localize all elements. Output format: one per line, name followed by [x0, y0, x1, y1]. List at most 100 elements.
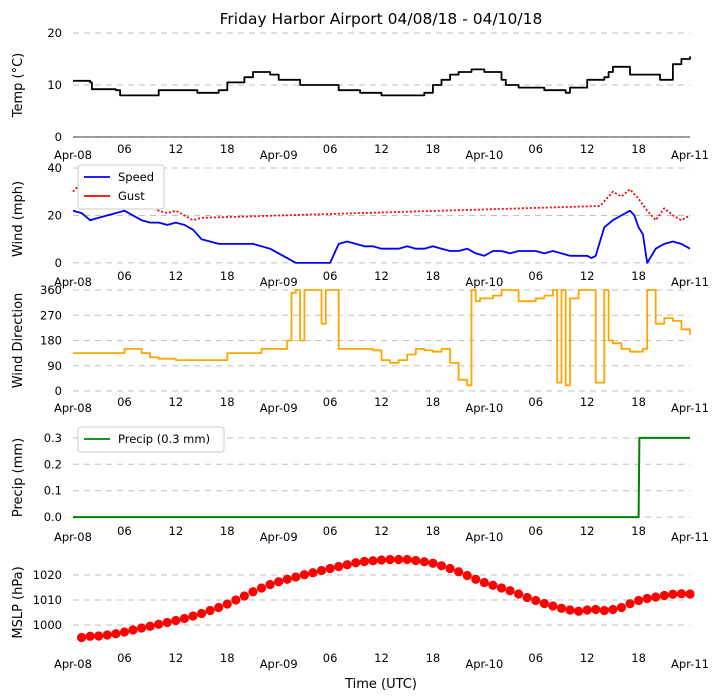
series-line-speed	[72, 209, 691, 264]
x-tick-label: Apr-11	[671, 530, 709, 544]
mslp-point	[128, 625, 138, 635]
x-tick-label: 12	[374, 524, 389, 538]
mslp-point	[76, 632, 87, 643]
y-tick-label: 0.2	[44, 457, 62, 471]
y-tick-label: 90	[47, 359, 62, 373]
mslp-point	[102, 630, 112, 640]
mslp-point	[608, 604, 618, 615]
x-tick-label: Apr-08	[54, 401, 92, 415]
x-tick-label: 12	[169, 142, 184, 156]
y-tick-label: 1020	[33, 568, 62, 582]
x-tick-label: 06	[528, 142, 543, 156]
y-tick-label: 1000	[33, 618, 62, 632]
y-tick-label: 40	[47, 161, 62, 175]
x-tick-label: Apr-09	[260, 530, 298, 544]
x-axis-label: Time (UTC)	[344, 677, 417, 692]
mslp-point	[282, 574, 292, 584]
mslp-point	[171, 615, 181, 626]
mslp-point	[505, 586, 515, 596]
x-tick-label: 06	[117, 524, 132, 538]
mslp-point	[85, 631, 95, 641]
mslp-point	[616, 602, 627, 613]
y-tick-label: 180	[40, 334, 62, 348]
x-tick-label: 06	[323, 651, 338, 665]
mslp-point	[162, 617, 172, 628]
mslp-point	[222, 599, 232, 609]
x-tick-label: 06	[117, 395, 132, 409]
legend-label: Speed	[118, 170, 154, 184]
mslp-point	[479, 577, 489, 588]
legend-box	[77, 426, 225, 453]
mslp-point	[531, 595, 541, 606]
mslp-point	[334, 561, 344, 572]
x-tick-label: Apr-09	[260, 275, 298, 289]
y-tick-label: 10	[47, 78, 62, 92]
mslp-point	[428, 558, 438, 568]
mslp-point	[196, 608, 207, 619]
x-tick-label: 18	[220, 524, 235, 538]
mslp-point	[256, 583, 267, 593]
y-axis-label: Temp (°C)	[11, 53, 26, 119]
mslp-point	[274, 577, 284, 587]
mslp-point	[351, 558, 361, 568]
x-tick-label: 12	[169, 269, 184, 283]
mslp-point	[231, 595, 241, 605]
series-line-gust	[72, 181, 691, 222]
x-tick-label: 06	[117, 142, 132, 156]
x-tick-label: 18	[426, 142, 441, 156]
mslp-point	[308, 568, 318, 578]
mslp-point	[359, 556, 369, 567]
x-tick-label: 06	[528, 269, 543, 283]
x-tick-label: 12	[580, 651, 595, 665]
x-tick-label: 18	[426, 269, 441, 283]
mslp-point	[188, 611, 198, 621]
x-tick-label: 06	[323, 269, 338, 283]
x-tick-label: 12	[580, 269, 595, 283]
mslp-point	[488, 580, 498, 590]
mslp-point	[248, 587, 258, 597]
mslp-point	[119, 627, 130, 637]
mslp-point	[522, 592, 532, 603]
mslp-point	[145, 621, 155, 631]
mslp-point	[136, 623, 147, 633]
y-tick-label: 20	[47, 26, 62, 40]
mslp-point	[642, 593, 652, 604]
mslp-point	[342, 560, 352, 570]
x-tick-label: 12	[374, 269, 389, 283]
x-tick-label: Apr-09	[260, 148, 298, 162]
x-tick-label: Apr-09	[260, 401, 298, 415]
mslp-point	[625, 599, 635, 609]
x-tick-label: 18	[426, 651, 441, 665]
x-tick-label: 12	[580, 395, 595, 409]
y-tick-label: 0.3	[44, 431, 62, 445]
y-tick-label: 1010	[33, 593, 62, 607]
mslp-point	[368, 556, 378, 566]
x-tick-label: 12	[374, 142, 389, 156]
series-line-temp	[73, 56, 691, 97]
series-line-direction	[73, 289, 691, 387]
x-tick-label: Apr-10	[465, 657, 503, 671]
mslp-point	[659, 590, 669, 601]
y-tick-label: 360	[40, 283, 62, 297]
y-tick-label: 270	[40, 308, 62, 322]
x-tick-label: 12	[169, 651, 184, 665]
x-tick-label: 18	[220, 142, 235, 156]
mslp-point	[402, 554, 412, 565]
panel-precip: 0.0 0.1 0.2 0.3 Precip (mm) Apr-08 06 12 18 Apr-0…	[11, 426, 709, 544]
mslp-point	[539, 598, 549, 609]
x-tick-label: 12	[169, 395, 184, 409]
x-tick-label: 12	[580, 524, 595, 538]
chart-title: Friday Harbor Airport 04/08/18 - 04/10/1…	[220, 10, 543, 28]
x-tick-label: 06	[323, 395, 338, 409]
x-tick-label: 18	[426, 524, 441, 538]
x-tick-label: 18	[631, 269, 646, 283]
mslp-point	[376, 555, 387, 565]
mslp-point	[419, 557, 429, 567]
x-tick-label: Apr-08	[54, 530, 92, 544]
y-tick-label: 0	[55, 384, 62, 398]
x-tick-label: 12	[169, 524, 184, 538]
mslp-point	[676, 589, 687, 599]
y-axis-label: Wind Direction	[11, 293, 26, 389]
